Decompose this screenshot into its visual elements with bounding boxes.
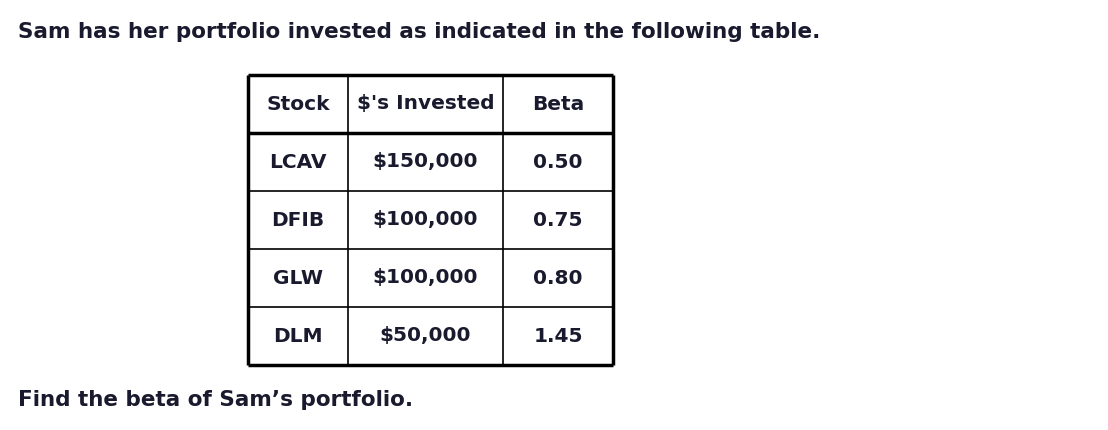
Text: $'s Invested: $'s Invested xyxy=(357,95,494,114)
Text: GLW: GLW xyxy=(273,268,324,288)
Text: DFIB: DFIB xyxy=(271,211,325,230)
Text: 0.80: 0.80 xyxy=(533,268,583,288)
Text: 0.75: 0.75 xyxy=(533,211,583,230)
Text: $150,000: $150,000 xyxy=(372,153,479,172)
Text: Stock: Stock xyxy=(266,95,330,114)
Text: 1.45: 1.45 xyxy=(533,326,583,345)
Text: $50,000: $50,000 xyxy=(380,326,471,345)
Text: DLM: DLM xyxy=(274,326,322,345)
Text: Beta: Beta xyxy=(532,95,584,114)
Text: Find the beta of Sam’s portfolio.: Find the beta of Sam’s portfolio. xyxy=(18,390,413,410)
Text: LCAV: LCAV xyxy=(269,153,327,172)
Text: $100,000: $100,000 xyxy=(372,211,479,230)
Text: $100,000: $100,000 xyxy=(372,268,479,288)
Text: Sam has her portfolio invested as indicated in the following table.: Sam has her portfolio invested as indica… xyxy=(18,22,820,42)
Text: 0.50: 0.50 xyxy=(533,153,583,172)
